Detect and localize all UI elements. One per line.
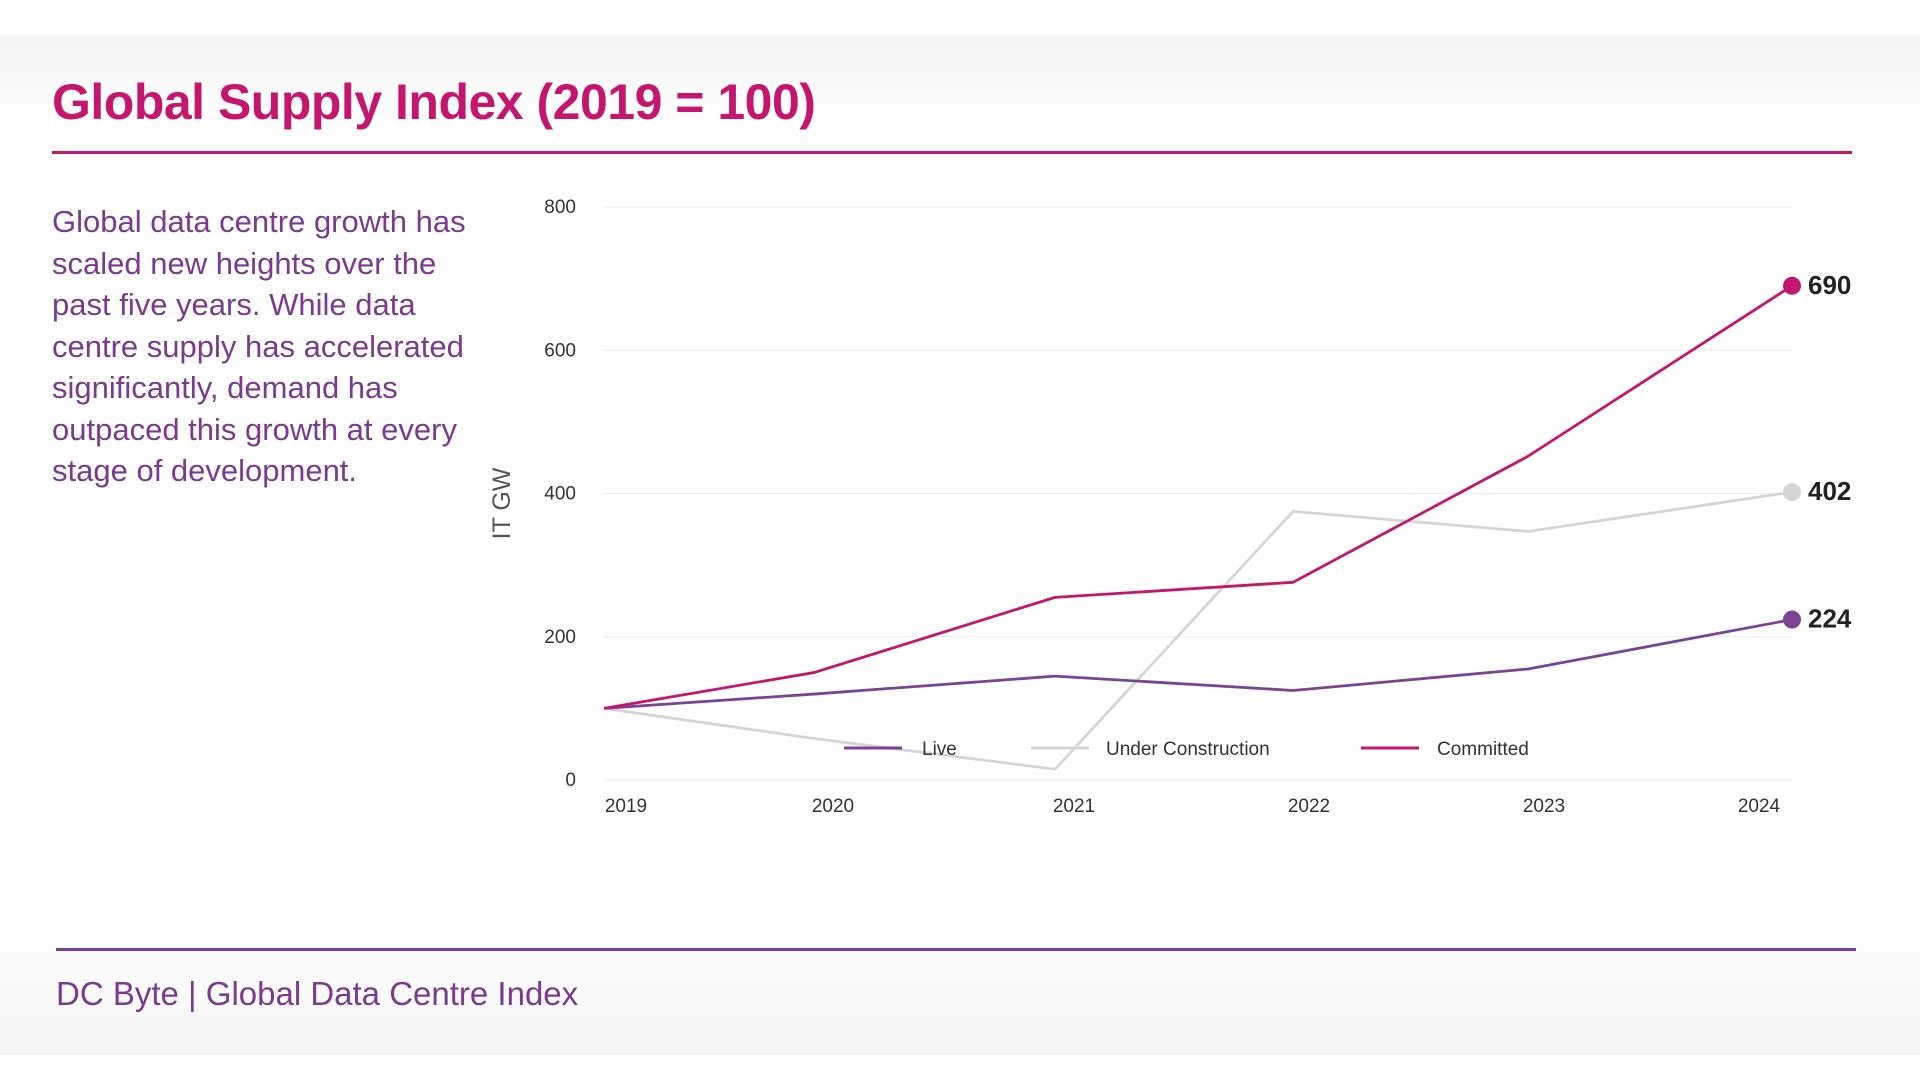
y-tick-label-0: 0 [565, 770, 576, 791]
slide: Global Supply Index (2019 = 100) Global … [0, 35, 1920, 1055]
series-line-committed [603, 284, 1793, 710]
footer-divider [56, 948, 1856, 951]
x-tick-label-2023: 2023 [1523, 796, 1565, 817]
x-tick-label-2021: 2021 [1053, 796, 1095, 817]
legend-label-live: Live [922, 739, 957, 760]
data-label-under-construction: 402 [1808, 476, 1851, 506]
x-tick-label-2020: 2020 [812, 796, 854, 817]
y-tick-label-800: 800 [544, 197, 576, 218]
y-tick-label-200: 200 [544, 627, 576, 648]
x-tick-label-2022: 2022 [1288, 796, 1330, 817]
legend-label-under-construction: Under Construction [1106, 739, 1270, 760]
description-text: Global data centre growth has scaled new… [52, 204, 466, 488]
y-tick-label-600: 600 [544, 340, 576, 361]
y-tick-label-400: 400 [544, 484, 576, 505]
x-tick-label-2019: 2019 [605, 796, 647, 817]
end-marker-under-construction [1783, 483, 1801, 502]
legend-label-committed: Committed [1437, 739, 1529, 760]
y-axis-label: IT GW [488, 467, 516, 539]
data-label-committed: 690 [1808, 270, 1851, 300]
footer-source: DC Byte | Global Data Centre Index [56, 975, 579, 1012]
page-title: Global Supply Index (2019 = 100) [52, 74, 816, 130]
end-marker-live [1783, 610, 1801, 629]
title-divider [52, 151, 1852, 154]
supply-index-line-chart: 0 200 400 600 800 IT GW 2019 2020 2021 2022 2023 20… [488, 197, 1852, 817]
x-tick-label-2024: 2024 [1738, 796, 1781, 817]
data-label-live: 224 [1808, 604, 1852, 634]
series-line-live [603, 618, 1793, 710]
series-line-under-construction [603, 490, 1793, 771]
end-marker-committed [1783, 276, 1801, 295]
